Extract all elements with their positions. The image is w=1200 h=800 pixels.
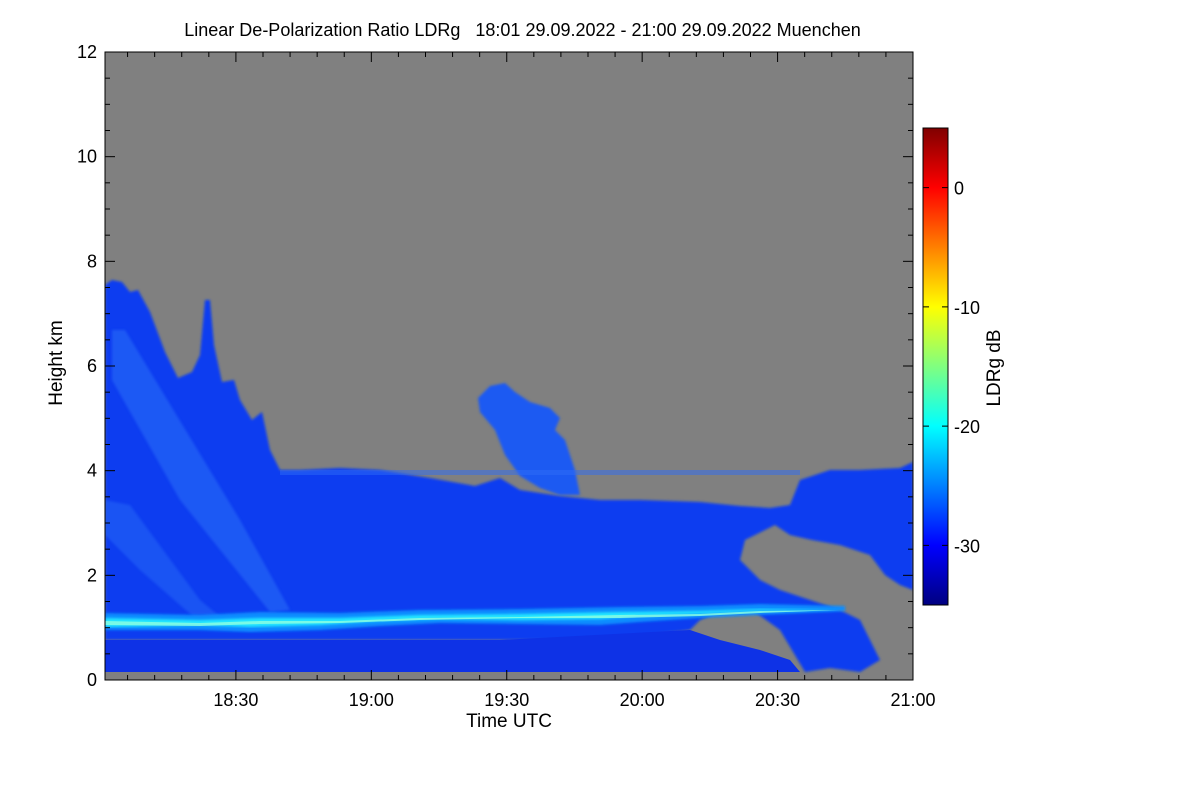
y-tick-label: 4 bbox=[87, 461, 97, 481]
colorbar bbox=[922, 127, 949, 606]
heatmap-layer bbox=[105, 280, 913, 672]
y-tick-label: 2 bbox=[87, 565, 97, 585]
y-tick-label: 8 bbox=[87, 251, 97, 271]
colorbar-tick-label: 0 bbox=[954, 179, 964, 199]
x-tick-label: 21:00 bbox=[890, 690, 935, 710]
y-axis-title: Height km bbox=[46, 320, 67, 406]
y-tick-label: 0 bbox=[87, 670, 97, 690]
x-axis-title: Time UTC bbox=[466, 711, 552, 732]
aerosol-region bbox=[105, 280, 913, 672]
depol-layer-highlight bbox=[105, 610, 840, 626]
y-axis: 0 2 4 6 8 10 12 bbox=[77, 42, 913, 690]
low-aerosol-region bbox=[105, 630, 800, 672]
cirrus-patch bbox=[478, 383, 580, 495]
streak-fall-1 bbox=[112, 330, 290, 612]
streak-fall-2 bbox=[105, 500, 230, 627]
x-tick-label: 19:30 bbox=[484, 690, 529, 710]
x-tick-label: 18:30 bbox=[213, 690, 258, 710]
colorbar-title: LDRg dB bbox=[984, 329, 1005, 406]
colorbar-tick-label: -30 bbox=[954, 536, 980, 556]
y-tick-label: 6 bbox=[87, 356, 97, 376]
chart-title: Linear De-Polarization Ratio LDRg 18:01 … bbox=[184, 20, 861, 40]
colorbar-axis: 0 -10 -20 -30 bbox=[923, 179, 980, 556]
colorbar-tick-label: -20 bbox=[954, 417, 980, 437]
x-tick-label: 20:30 bbox=[755, 690, 800, 710]
x-tick-label: 20:00 bbox=[620, 690, 665, 710]
x-tick-label: 19:00 bbox=[349, 690, 394, 710]
layer-top-band bbox=[280, 470, 800, 475]
y-tick-label: 10 bbox=[77, 147, 97, 167]
colorbar-tick-label: -10 bbox=[954, 298, 980, 318]
y-tick-label: 12 bbox=[77, 42, 97, 62]
x-axis: 18:30 19:00 19:30 20:00 20:30 21:00 bbox=[127, 52, 936, 710]
